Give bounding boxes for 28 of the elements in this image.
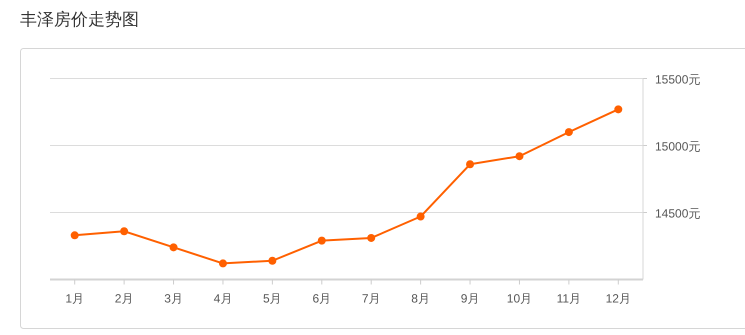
x-tick-label: 8月 xyxy=(411,292,430,306)
x-tick-label: 1月 xyxy=(65,292,84,306)
point xyxy=(268,256,276,265)
point xyxy=(318,236,326,245)
point xyxy=(416,212,425,221)
point xyxy=(218,259,227,268)
x-tick-label: 2月 xyxy=(114,292,134,306)
x-tick-label: 4月 xyxy=(214,292,232,306)
point xyxy=(367,234,376,242)
point xyxy=(515,152,524,160)
point xyxy=(70,231,79,240)
title: 丰泽房价走势图 xyxy=(20,10,139,29)
point xyxy=(564,128,573,136)
x-tick-label: 10月 xyxy=(506,292,532,306)
x-tick-label: 3月 xyxy=(164,292,183,306)
x-tick-label: 9月 xyxy=(460,292,480,306)
y-tick-label: 15000元 xyxy=(655,140,700,154)
point xyxy=(170,243,178,252)
point xyxy=(120,227,128,236)
x-tick-label: 7月 xyxy=(362,292,381,306)
x-tick-label: 12月 xyxy=(606,292,631,306)
x-tick-label: 6月 xyxy=(312,292,332,306)
x-tick-label: 5月 xyxy=(263,292,282,306)
x-tick-label: 11月 xyxy=(556,292,582,306)
y-tick-label: 14500元 xyxy=(655,206,700,220)
point xyxy=(614,105,622,114)
y-tick-label: 15500元 xyxy=(655,72,700,86)
point xyxy=(466,160,474,168)
